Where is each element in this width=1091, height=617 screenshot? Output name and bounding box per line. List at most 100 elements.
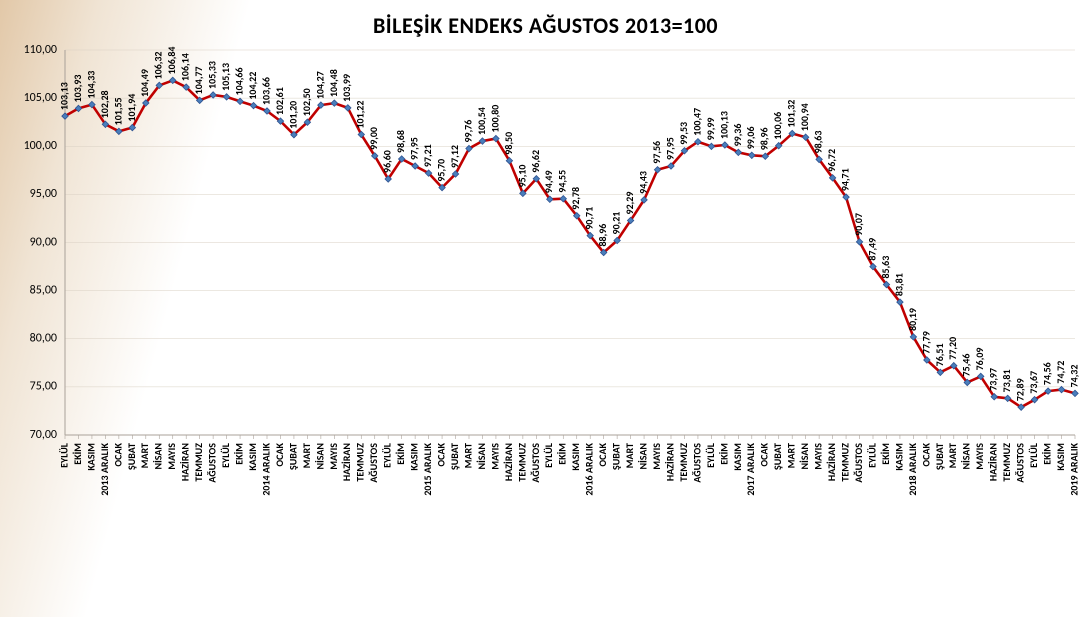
value-label: 73,81 — [1000, 369, 1013, 392]
x-axis-label: AĞUSTOS — [367, 443, 380, 483]
value-label: 99,00 — [367, 127, 380, 150]
value-label: 98,63 — [812, 131, 825, 154]
value-label: 77,20 — [946, 337, 959, 360]
value-label: 105,33 — [206, 61, 219, 89]
x-axis-label: MAYIS — [973, 443, 986, 470]
x-axis-label: MART — [138, 443, 151, 468]
svg-text:70,00: 70,00 — [30, 428, 57, 442]
svg-text:105,00: 105,00 — [24, 91, 57, 105]
x-axis-label: MART — [461, 443, 474, 468]
value-label: 105,13 — [219, 63, 232, 91]
value-label: 97,12 — [448, 145, 461, 168]
value-label: 96,60 — [381, 150, 394, 173]
x-axis-label: MAYIS — [488, 443, 501, 470]
x-axis-label: MART — [946, 443, 959, 468]
data-marker — [749, 152, 755, 158]
x-axis-label: HAZİRAN — [502, 443, 515, 481]
value-label: 103,99 — [340, 74, 353, 102]
x-axis-label: EYLÜL — [542, 442, 555, 468]
value-label: 95,70 — [434, 159, 447, 182]
data-marker — [223, 94, 229, 100]
x-axis-label: KASIM — [408, 443, 421, 471]
x-axis-label: EKİM — [232, 443, 245, 465]
value-label: 106,14 — [179, 53, 192, 81]
x-axis-label: 2017 ARALIK — [744, 442, 757, 495]
x-axis-label: 2019 ARALIK — [1067, 442, 1080, 495]
x-axis-label: KASIM — [731, 443, 744, 471]
x-axis-label: AĞUSTOS — [529, 443, 542, 483]
value-label: 97,95 — [663, 137, 676, 160]
value-label: 106,32 — [152, 51, 165, 79]
x-axis-label: OCAK — [758, 442, 771, 466]
x-axis-label: EYLÜL — [704, 442, 717, 468]
x-axis-label: KASIM — [569, 443, 582, 471]
value-label: 101,20 — [286, 101, 299, 129]
value-label: 72,89 — [1014, 378, 1027, 401]
value-label: 103,93 — [71, 75, 84, 103]
x-axis-label: AĞUSTOS — [1014, 443, 1027, 483]
x-axis-label: MAYIS — [327, 443, 340, 470]
value-label: 101,22 — [354, 101, 367, 129]
value-label: 102,50 — [300, 88, 313, 116]
value-label: 74,72 — [1054, 361, 1067, 384]
value-label: 76,51 — [933, 343, 946, 366]
svg-text:110,00: 110,00 — [24, 43, 57, 57]
value-label: 96,62 — [529, 150, 542, 173]
x-axis-label: EKİM — [556, 443, 569, 465]
value-label: 80,19 — [906, 308, 919, 331]
svg-text:95,00: 95,00 — [30, 187, 57, 201]
value-label: 73,67 — [1027, 371, 1040, 394]
x-axis-label: HAZİRAN — [987, 443, 1000, 481]
x-axis-label: ŞUBAT — [771, 443, 784, 470]
value-label: 88,96 — [596, 224, 609, 247]
x-axis-label: 2013 ARALIK — [98, 442, 111, 495]
x-axis-label: NİSAN — [475, 443, 488, 470]
value-label: 83,81 — [892, 273, 905, 296]
data-marker — [237, 98, 243, 104]
value-label: 104,66 — [232, 67, 245, 95]
x-axis-label: NİSAN — [313, 443, 326, 470]
value-label: 104,33 — [84, 71, 97, 99]
x-axis-label: EKİM — [394, 443, 407, 465]
chart-title: BİLEŞİK ENDEKS AĞUSTOS 2013=100 — [0, 12, 1091, 39]
x-axis-label: EKİM — [1040, 443, 1053, 465]
x-axis-label: HAZİRAN — [179, 443, 192, 481]
x-axis-label: TEMMUZ — [1000, 443, 1013, 482]
x-axis-label: EKİM — [879, 443, 892, 465]
x-axis-label: EKİM — [71, 443, 84, 465]
x-axis-label: MAYIS — [650, 443, 663, 470]
x-axis-label: AĞUSTOS — [690, 443, 703, 483]
data-marker — [1058, 386, 1064, 392]
value-label: 104,48 — [327, 69, 340, 97]
value-label: 76,09 — [973, 348, 986, 371]
x-axis-label: ŞUBAT — [286, 443, 299, 470]
value-label: 100,13 — [717, 111, 730, 139]
value-label: 98,68 — [394, 130, 407, 153]
value-label: 90,21 — [610, 212, 623, 235]
value-label: 96,72 — [825, 149, 838, 172]
x-axis-label: TEMMUZ — [838, 443, 851, 482]
x-axis-label: EYLÜL — [219, 442, 232, 468]
value-label: 73,97 — [987, 368, 1000, 391]
value-label: 97,56 — [650, 141, 663, 164]
data-marker — [331, 100, 337, 106]
value-label: 103,13 — [57, 82, 70, 110]
value-label: 75,46 — [960, 354, 973, 377]
svg-text:100,00: 100,00 — [24, 139, 57, 153]
value-label: 102,61 — [273, 87, 286, 115]
x-axis-label: EYLÜL — [57, 442, 70, 468]
data-marker — [708, 143, 714, 149]
x-axis-label: MART — [623, 443, 636, 468]
chart-container: BİLEŞİK ENDEKS AĞUSTOS 2013=100 70,00 75,… — [0, 0, 1091, 617]
x-axis-label: TEMMUZ — [192, 443, 205, 482]
value-label: 104,27 — [313, 71, 326, 99]
x-axis-label: TEMMUZ — [515, 443, 528, 482]
value-label: 98,96 — [758, 127, 771, 150]
value-label: 94,55 — [556, 170, 569, 193]
x-axis-label: EYLÜL — [381, 442, 394, 468]
value-label: 99,99 — [704, 117, 717, 140]
value-label: 100,47 — [690, 108, 703, 136]
value-label: 94,49 — [542, 170, 555, 193]
value-label: 74,56 — [1040, 362, 1053, 385]
x-axis-label: KASIM — [84, 443, 97, 471]
